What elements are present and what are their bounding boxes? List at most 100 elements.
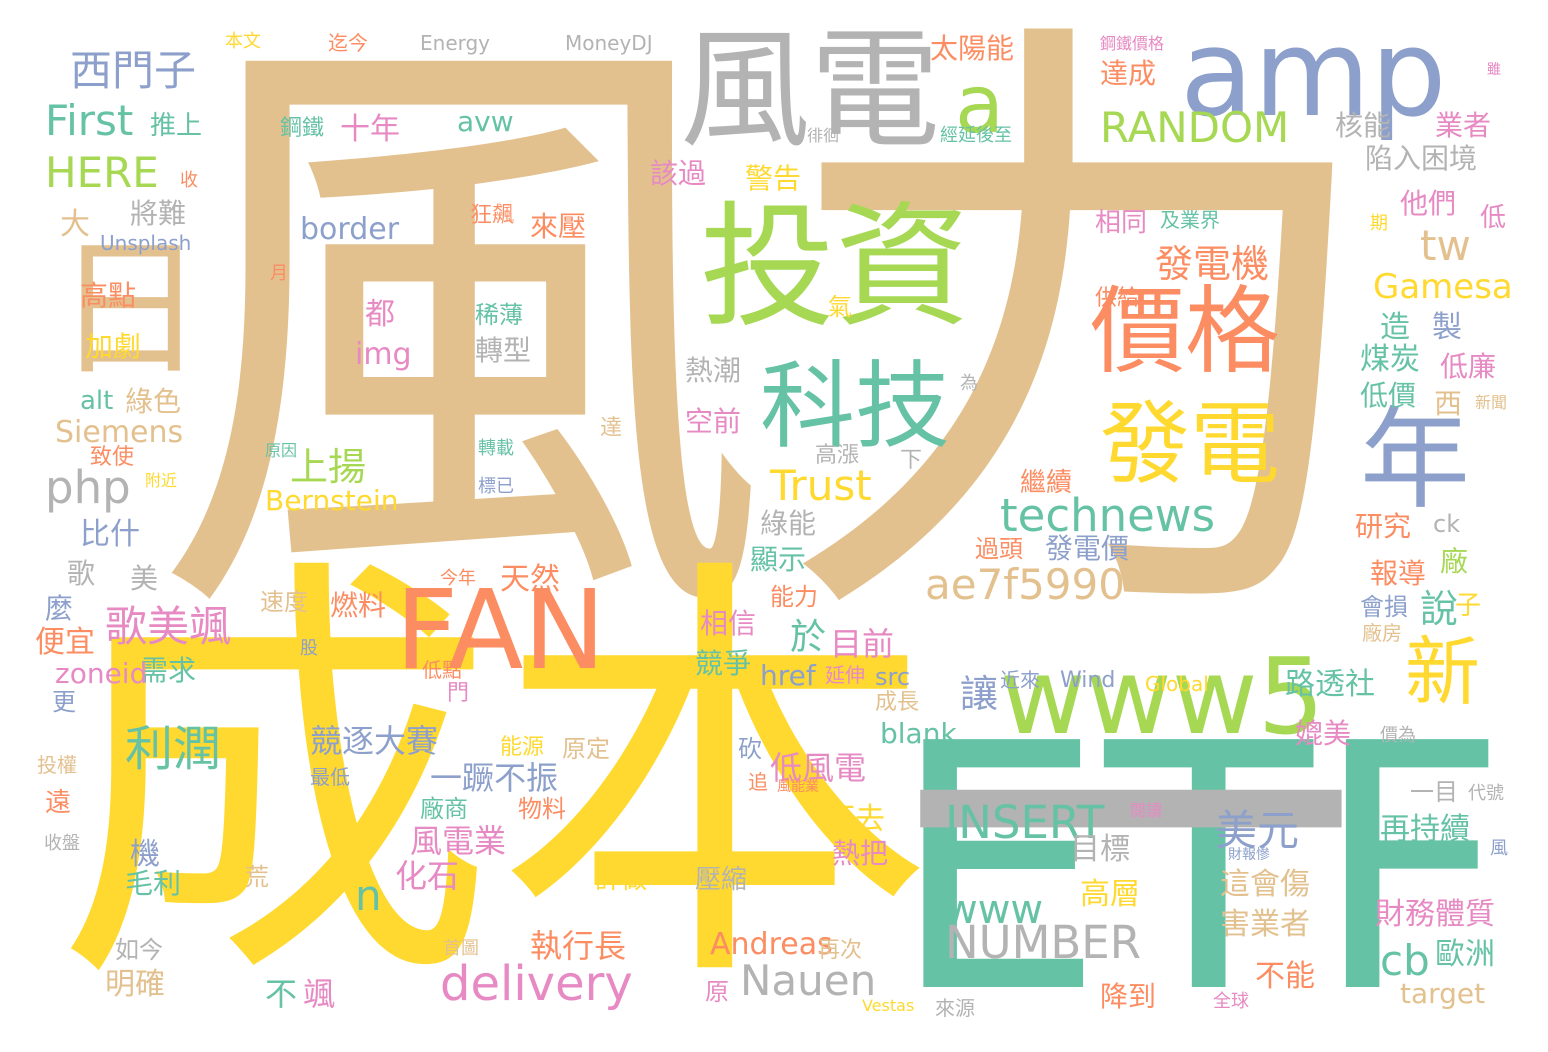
cloud-word: 競逐大賽 — [310, 722, 439, 760]
cloud-word: 風力 — [150, 0, 1390, 695]
cloud-word: 推上 — [150, 111, 203, 141]
cloud-word: 本文 — [225, 31, 261, 52]
cloud-word: 降到 — [1100, 980, 1157, 1013]
cloud-word: 歌 — [67, 557, 96, 590]
cloud-word: href — [760, 659, 816, 692]
cloud-word: 路透社 — [1285, 667, 1375, 702]
cloud-word: 致使 — [90, 445, 135, 470]
cloud-word: 風電業 — [410, 822, 507, 860]
cloud-word: 利潤 — [125, 721, 222, 777]
cloud-word: 財務體質 — [1375, 897, 1495, 932]
cloud-word: 低廉 — [1440, 350, 1497, 383]
cloud-word: INSERT — [945, 796, 1105, 849]
cloud-word: 於 — [790, 617, 827, 658]
cloud-word: 徘徊 — [807, 126, 840, 145]
cloud-word: cb — [1380, 936, 1430, 985]
cloud-word: 陷入困境 — [1365, 142, 1478, 175]
cloud-word: 太陽能 — [930, 32, 1015, 65]
cloud-word: 低風電 — [770, 749, 867, 787]
cloud-word: Siemens — [55, 415, 184, 450]
cloud-word: 颯 — [303, 975, 336, 1013]
cloud-word: 發電價 — [1045, 532, 1130, 565]
cloud-word: 能源 — [500, 735, 545, 760]
cloud-word: 發電機 — [1155, 242, 1270, 286]
cloud-word: n — [355, 871, 382, 920]
cloud-word: amp — [1180, 5, 1447, 144]
cloud-word: 低 — [1480, 203, 1507, 233]
cloud-word: 顯示 — [750, 543, 807, 576]
cloud-word: ETF — [890, 672, 1509, 1052]
cloud-word: 許做 — [595, 865, 648, 895]
cloud-word: 高層 — [1080, 877, 1140, 912]
cloud-word: 繼續 — [1020, 468, 1073, 498]
cloud-word: 大 — [60, 207, 90, 242]
cloud-word: 新 — [1405, 628, 1481, 716]
cloud-word: 首圖 — [443, 938, 479, 959]
cloud-word: 供給 — [1095, 286, 1140, 311]
cloud-word: 便宜 — [35, 625, 95, 660]
cloud-word: 子 — [1455, 591, 1482, 621]
cloud-word: 西 — [1434, 387, 1463, 420]
cloud-word: 發電 — [1100, 392, 1280, 497]
cloud-word: 財報慘 — [1228, 847, 1270, 863]
cloud-word: 綠色 — [125, 385, 182, 418]
cloud-word: 煤炭 — [1360, 342, 1420, 377]
cloud-word: 化石 — [395, 857, 460, 895]
cloud-word: 需求 — [140, 654, 197, 687]
cloud-word: 不能 — [1255, 959, 1315, 994]
cloud-word: 相同 — [1095, 208, 1148, 238]
cloud-word: 附近 — [145, 471, 178, 490]
cloud-word: 再次 — [818, 938, 863, 963]
cloud-word: 標已 — [478, 476, 514, 497]
cloud-word: 美元 — [1215, 806, 1300, 855]
cloud-word: 一蹶不振 — [430, 759, 559, 797]
cloud-word: Wind — [1060, 668, 1116, 693]
cloud-word: img — [355, 337, 412, 372]
cloud-word: 他們 — [1400, 187, 1457, 220]
cloud-word: 氣 — [828, 293, 852, 321]
cloud-word: HERE — [45, 148, 159, 197]
cloud-word: 機 — [130, 837, 160, 872]
cloud-word: 新聞 — [1475, 393, 1508, 412]
cloud-word: tw — [1420, 221, 1471, 270]
cloud-word: 價格 — [1090, 277, 1281, 387]
cloud-word: 製 — [1432, 310, 1462, 345]
cloud-word: 一目 — [1410, 778, 1458, 806]
cloud-word: 相信 — [700, 607, 757, 640]
cloud-word: 遠 — [45, 788, 72, 818]
cloud-word: 上揚 — [290, 445, 367, 489]
cloud-word: 達 — [600, 416, 623, 441]
cloud-word: 研究 — [1355, 510, 1412, 543]
cloud-word: 過頭 — [975, 535, 1023, 563]
cloud-word: Bernstein — [265, 484, 399, 517]
cloud-word: 業者 — [1435, 109, 1492, 142]
cloud-word: 目標 — [1070, 832, 1130, 867]
cloud-word: 今年 — [440, 568, 476, 589]
cloud-word: 為 — [960, 373, 978, 394]
cloud-word: 害業者 — [1220, 907, 1310, 942]
cloud-word: 廠房 — [1362, 621, 1402, 645]
cloud-word: 下 — [900, 448, 923, 473]
cloud-word: 代號 — [1468, 783, 1504, 804]
cloud-word: 熱把 — [832, 837, 889, 870]
cloud-word: 收 — [180, 170, 198, 191]
cloud-word: 達成 — [1100, 57, 1157, 90]
cloud-word: delivery — [440, 956, 633, 1012]
cloud-word: 明確 — [105, 967, 165, 1002]
cloud-word: 壓縮 — [695, 865, 748, 895]
cloud-word: 風 — [1490, 838, 1508, 859]
cloud-word: php — [45, 461, 131, 514]
cloud-word: 狂飆 — [470, 203, 515, 228]
cloud-word: 該過 — [650, 157, 707, 190]
cloud-word: 物料 — [518, 795, 566, 823]
cloud-word: 廠 — [1440, 545, 1469, 578]
cloud-word: technews — [1000, 489, 1216, 542]
cloud-word: 原定 — [562, 735, 610, 763]
cloud-word: 報導 — [1370, 557, 1427, 590]
cloud-word: 股 — [300, 638, 318, 659]
cloud-word: 比什 — [80, 517, 140, 552]
cloud-word: 再持續 — [1380, 812, 1470, 847]
cloud-word: 執行長 — [530, 927, 627, 965]
cloud-word: ae7f5990 — [925, 560, 1125, 609]
